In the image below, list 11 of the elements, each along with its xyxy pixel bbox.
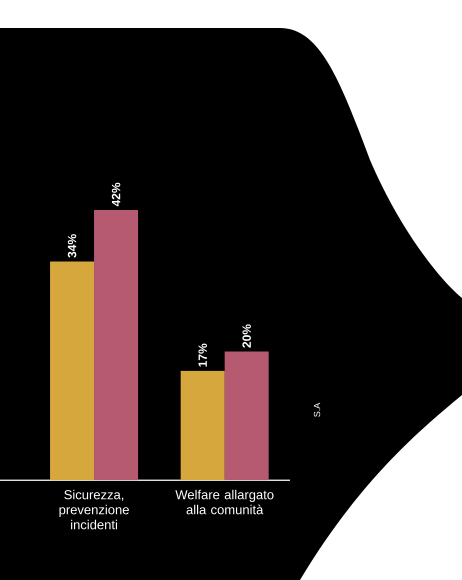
- bar: [180, 370, 225, 480]
- data-label: 42%: [112, 182, 120, 206]
- data-label: 17%: [198, 344, 207, 367]
- data-label: 34%: [68, 234, 76, 258]
- text: S.A: [314, 402, 320, 417]
- data-label: 20%: [242, 324, 251, 348]
- x-tick-label: Sicurezza, prevenzione incidenti: [59, 490, 129, 530]
- bar: [94, 210, 138, 480]
- bar: [50, 261, 94, 480]
- bar: [224, 352, 269, 480]
- x-tick-label: Welfare allargato alla comunità: [175, 490, 274, 514]
